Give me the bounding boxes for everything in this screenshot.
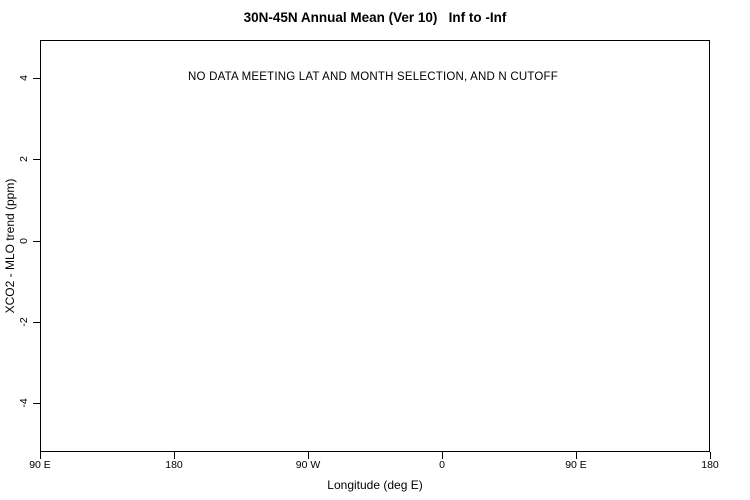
y-axis-tick-label: 2 xyxy=(18,156,30,162)
x-axis-tick xyxy=(40,452,41,459)
x-axis-tick-label: 180 xyxy=(165,459,183,471)
x-axis-tick-label: 90 E xyxy=(565,459,587,471)
y-axis-tick xyxy=(33,403,40,404)
x-axis-tick xyxy=(174,452,175,459)
x-axis-tick xyxy=(710,452,711,459)
x-axis-tick xyxy=(442,452,443,459)
x-axis-tick-label: 0 xyxy=(439,459,445,471)
x-axis-tick xyxy=(308,452,309,459)
x-axis-tick-label: 90 W xyxy=(295,459,321,471)
y-axis-tick xyxy=(33,159,40,160)
x-axis-tick-label: 180 xyxy=(701,459,719,471)
y-axis-tick-label: 0 xyxy=(18,238,30,244)
x-axis-tick-label: 90 E xyxy=(29,459,51,471)
y-axis-tick xyxy=(33,322,40,323)
chart-title: 30N-45N Annual Mean (Ver 10) Inf to -Inf xyxy=(243,10,507,25)
no-data-message: NO DATA MEETING LAT AND MONTH SELECTION,… xyxy=(188,71,558,83)
x-axis-tick xyxy=(576,452,577,459)
y-axis-tick-label: -2 xyxy=(18,317,30,327)
y-axis-title: XCO2 - MLO trend (ppm) xyxy=(3,178,17,314)
y-axis-tick xyxy=(33,241,40,242)
x-axis-title: Longitude (deg E) xyxy=(327,478,423,492)
y-axis-tick-label: 4 xyxy=(18,75,30,81)
plot-area xyxy=(40,40,710,452)
y-axis-tick-label: -4 xyxy=(18,398,30,408)
y-axis-tick xyxy=(33,78,40,79)
